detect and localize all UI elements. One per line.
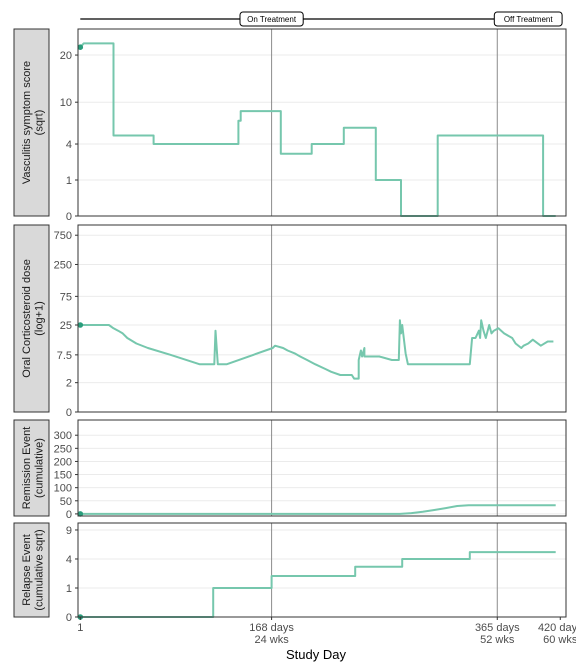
facet-strip	[13, 522, 50, 618]
start-point	[77, 44, 84, 51]
y-tick-label: 7.5	[57, 350, 72, 362]
y-tick-label: 2	[66, 378, 72, 390]
strip-label-line-2: (cumulative)	[34, 438, 46, 498]
y-tick-label: 250	[54, 443, 72, 455]
x-tick-label: 365 days	[475, 622, 520, 634]
y-tick-label: 9	[66, 525, 72, 537]
y-tick-label: 0	[66, 407, 72, 419]
y-tick-label: 10	[60, 97, 72, 109]
x-tick-label-weeks: 52 wks	[480, 634, 515, 646]
y-tick-label: 50	[60, 496, 72, 508]
facet-panels: Vasculitis symptom score(sqrt)0141020Ora…	[13, 28, 567, 624]
panel-border	[77, 224, 567, 413]
panel-border	[77, 522, 567, 618]
y-tick-label: 750	[54, 230, 72, 242]
x-tick-label: 420 days	[538, 622, 576, 634]
y-tick-label: 25	[60, 320, 72, 332]
y-tick-label: 4	[66, 554, 72, 566]
facet-strip-label: Remission Event(cumulative)	[21, 427, 46, 510]
x-axis-title: Study Day	[286, 647, 346, 662]
y-tick-label: 300	[54, 430, 72, 442]
y-tick-label: 100	[54, 483, 72, 495]
series-line	[80, 504, 556, 515]
panel-background	[78, 225, 566, 412]
series-line	[80, 551, 556, 618]
facet-panel-2: Oral Corticosteroid dose(log+1) 0 2 7.5 25 75…	[13, 224, 567, 419]
timeline-label-box	[239, 11, 304, 27]
panel-background	[78, 420, 566, 516]
strip-label-line-1: Remission Event	[21, 427, 33, 510]
facet-strip	[13, 419, 50, 517]
treatment-timeline: On Treatment Off Treatment	[80, 11, 563, 27]
y-tick-label: 1	[66, 583, 72, 595]
series-line	[80, 319, 554, 380]
facet-strip	[13, 28, 50, 217]
y-tick-label: 75	[60, 291, 72, 303]
panel-border	[77, 419, 567, 517]
y-tick-label: 1	[66, 175, 72, 187]
timeline-label-box	[493, 11, 563, 27]
y-tick-label: 0	[66, 612, 72, 624]
facet-strip	[13, 224, 50, 413]
timeline-label: On Treatment	[247, 15, 297, 24]
x-tick-label: 168 days	[249, 622, 294, 634]
x-tick-label-weeks: 24 wks	[254, 634, 289, 646]
y-tick-label: 4	[66, 139, 72, 151]
x-tick-label-weeks: 60 wks	[543, 634, 576, 646]
start-point	[77, 511, 84, 517]
y-tick-label: 0	[66, 509, 72, 521]
panel-background	[78, 523, 566, 617]
facet-strip-label: Oral Corticosteroid dose(log+1)	[21, 259, 46, 378]
facet-panel-4: Relapse Event(cumulative sqrt) 0 1 4 9	[13, 522, 567, 624]
y-tick-label: 20	[60, 50, 72, 62]
y-tick-label: 150	[54, 470, 72, 482]
y-tick-label: 0	[66, 211, 72, 223]
strip-label-line-2: (sqrt)	[34, 110, 46, 136]
y-tick-label: 250	[54, 259, 72, 271]
strip-label-line-1: Vasculitis symptom score	[21, 61, 33, 184]
panel-background	[78, 29, 566, 216]
start-point	[77, 322, 84, 328]
timeline-label: Off Treatment	[504, 15, 554, 24]
strip-label-line-2: (cumulative sqrt)	[34, 529, 46, 610]
facet-strip-label: Vasculitis symptom score(sqrt)	[21, 61, 46, 184]
x-tick-label: 1	[77, 622, 83, 634]
facet-panel-1: Vasculitis symptom score(sqrt) 0 1 4 10 20	[13, 28, 567, 223]
strip-label-line-1: Relapse Event	[21, 534, 33, 606]
panel-border	[77, 28, 567, 217]
facet-strip-label: Relapse Event(cumulative sqrt)	[21, 529, 46, 610]
strip-label-line-1: Oral Corticosteroid dose	[21, 259, 33, 378]
strip-label-line-2: (log+1)	[34, 301, 46, 336]
y-tick-label: 200	[54, 456, 72, 468]
